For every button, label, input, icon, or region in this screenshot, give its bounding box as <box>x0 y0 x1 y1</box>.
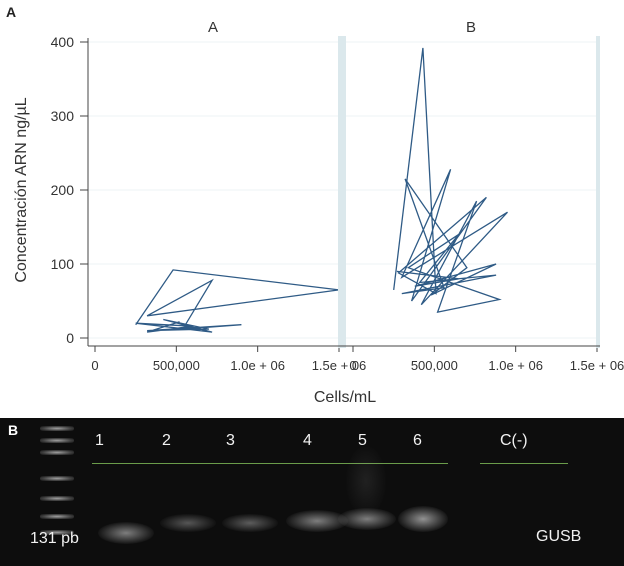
gel-band-1 <box>98 522 154 544</box>
gel-band-5 <box>338 508 396 530</box>
facet-panel-A <box>88 38 338 346</box>
panel-a-letter: A <box>6 4 17 20</box>
lane-label-4: 4 <box>303 432 312 449</box>
gel-band-2 <box>160 514 216 532</box>
x-tick-label: 1.5e + 06 <box>312 358 367 373</box>
panel-b-letter: B <box>8 422 19 438</box>
y-tick-label: 200 <box>51 182 75 198</box>
x-tick-label: 0 <box>91 358 98 373</box>
y-tick-label: 100 <box>51 256 75 272</box>
lane-label-6: 6 <box>413 432 422 449</box>
loading-line-samples <box>92 463 448 464</box>
gene-label: GUSB <box>536 528 582 545</box>
series-line-A <box>135 269 340 333</box>
lane-label-1: 1 <box>95 432 104 449</box>
lane-label-negative-control: C(-) <box>500 432 528 449</box>
y-axis-label: Concentración ARN ng/µL <box>13 97 30 282</box>
ladder-band <box>40 438 74 443</box>
facet-right-border <box>596 36 600 348</box>
gel-image: B 1 2 3 4 5 6 C(-) 131 pb GUSB <box>0 418 624 566</box>
ladder-band <box>40 426 74 431</box>
ladder-band <box>40 450 74 455</box>
scatter-line-chart: 0 100 200 300 400 Concentración ARN ng/µL A 0 50… <box>13 19 624 406</box>
x-tick-label: 1.0e + 06 <box>230 358 285 373</box>
facet-title-B: B <box>466 19 476 36</box>
ladder-band <box>40 476 74 481</box>
size-label: 131 pb <box>30 530 79 547</box>
smear-lane-5 <box>346 446 386 516</box>
series-line-B <box>393 47 508 313</box>
ladder-band <box>40 514 74 519</box>
x-axis-label: Cells/mL <box>314 389 376 406</box>
gel-band-6 <box>398 506 448 532</box>
x-tick-label: 1.5e + 06 <box>570 358 624 373</box>
ladder-band <box>40 530 74 535</box>
gel-band-3 <box>222 514 278 532</box>
y-tick-label: 400 <box>51 34 75 50</box>
facet-panel-B <box>346 38 596 346</box>
x-tick-label: 500,000 <box>411 358 458 373</box>
x-tick-label: 1.0e + 06 <box>488 358 543 373</box>
lane-label-2: 2 <box>162 432 171 449</box>
loading-line-control <box>480 463 568 464</box>
x-tick-label: 0 <box>349 358 356 373</box>
x-tick-label: 500,000 <box>153 358 200 373</box>
lane-label-3: 3 <box>226 432 235 449</box>
ladder-band <box>40 496 74 501</box>
gel-band-4 <box>286 510 348 532</box>
y-tick-label: 300 <box>51 108 75 124</box>
lane-label-5: 5 <box>358 432 367 449</box>
facet-separator <box>338 36 346 348</box>
facet-title-A: A <box>208 19 218 36</box>
y-tick-label: 0 <box>66 330 74 346</box>
